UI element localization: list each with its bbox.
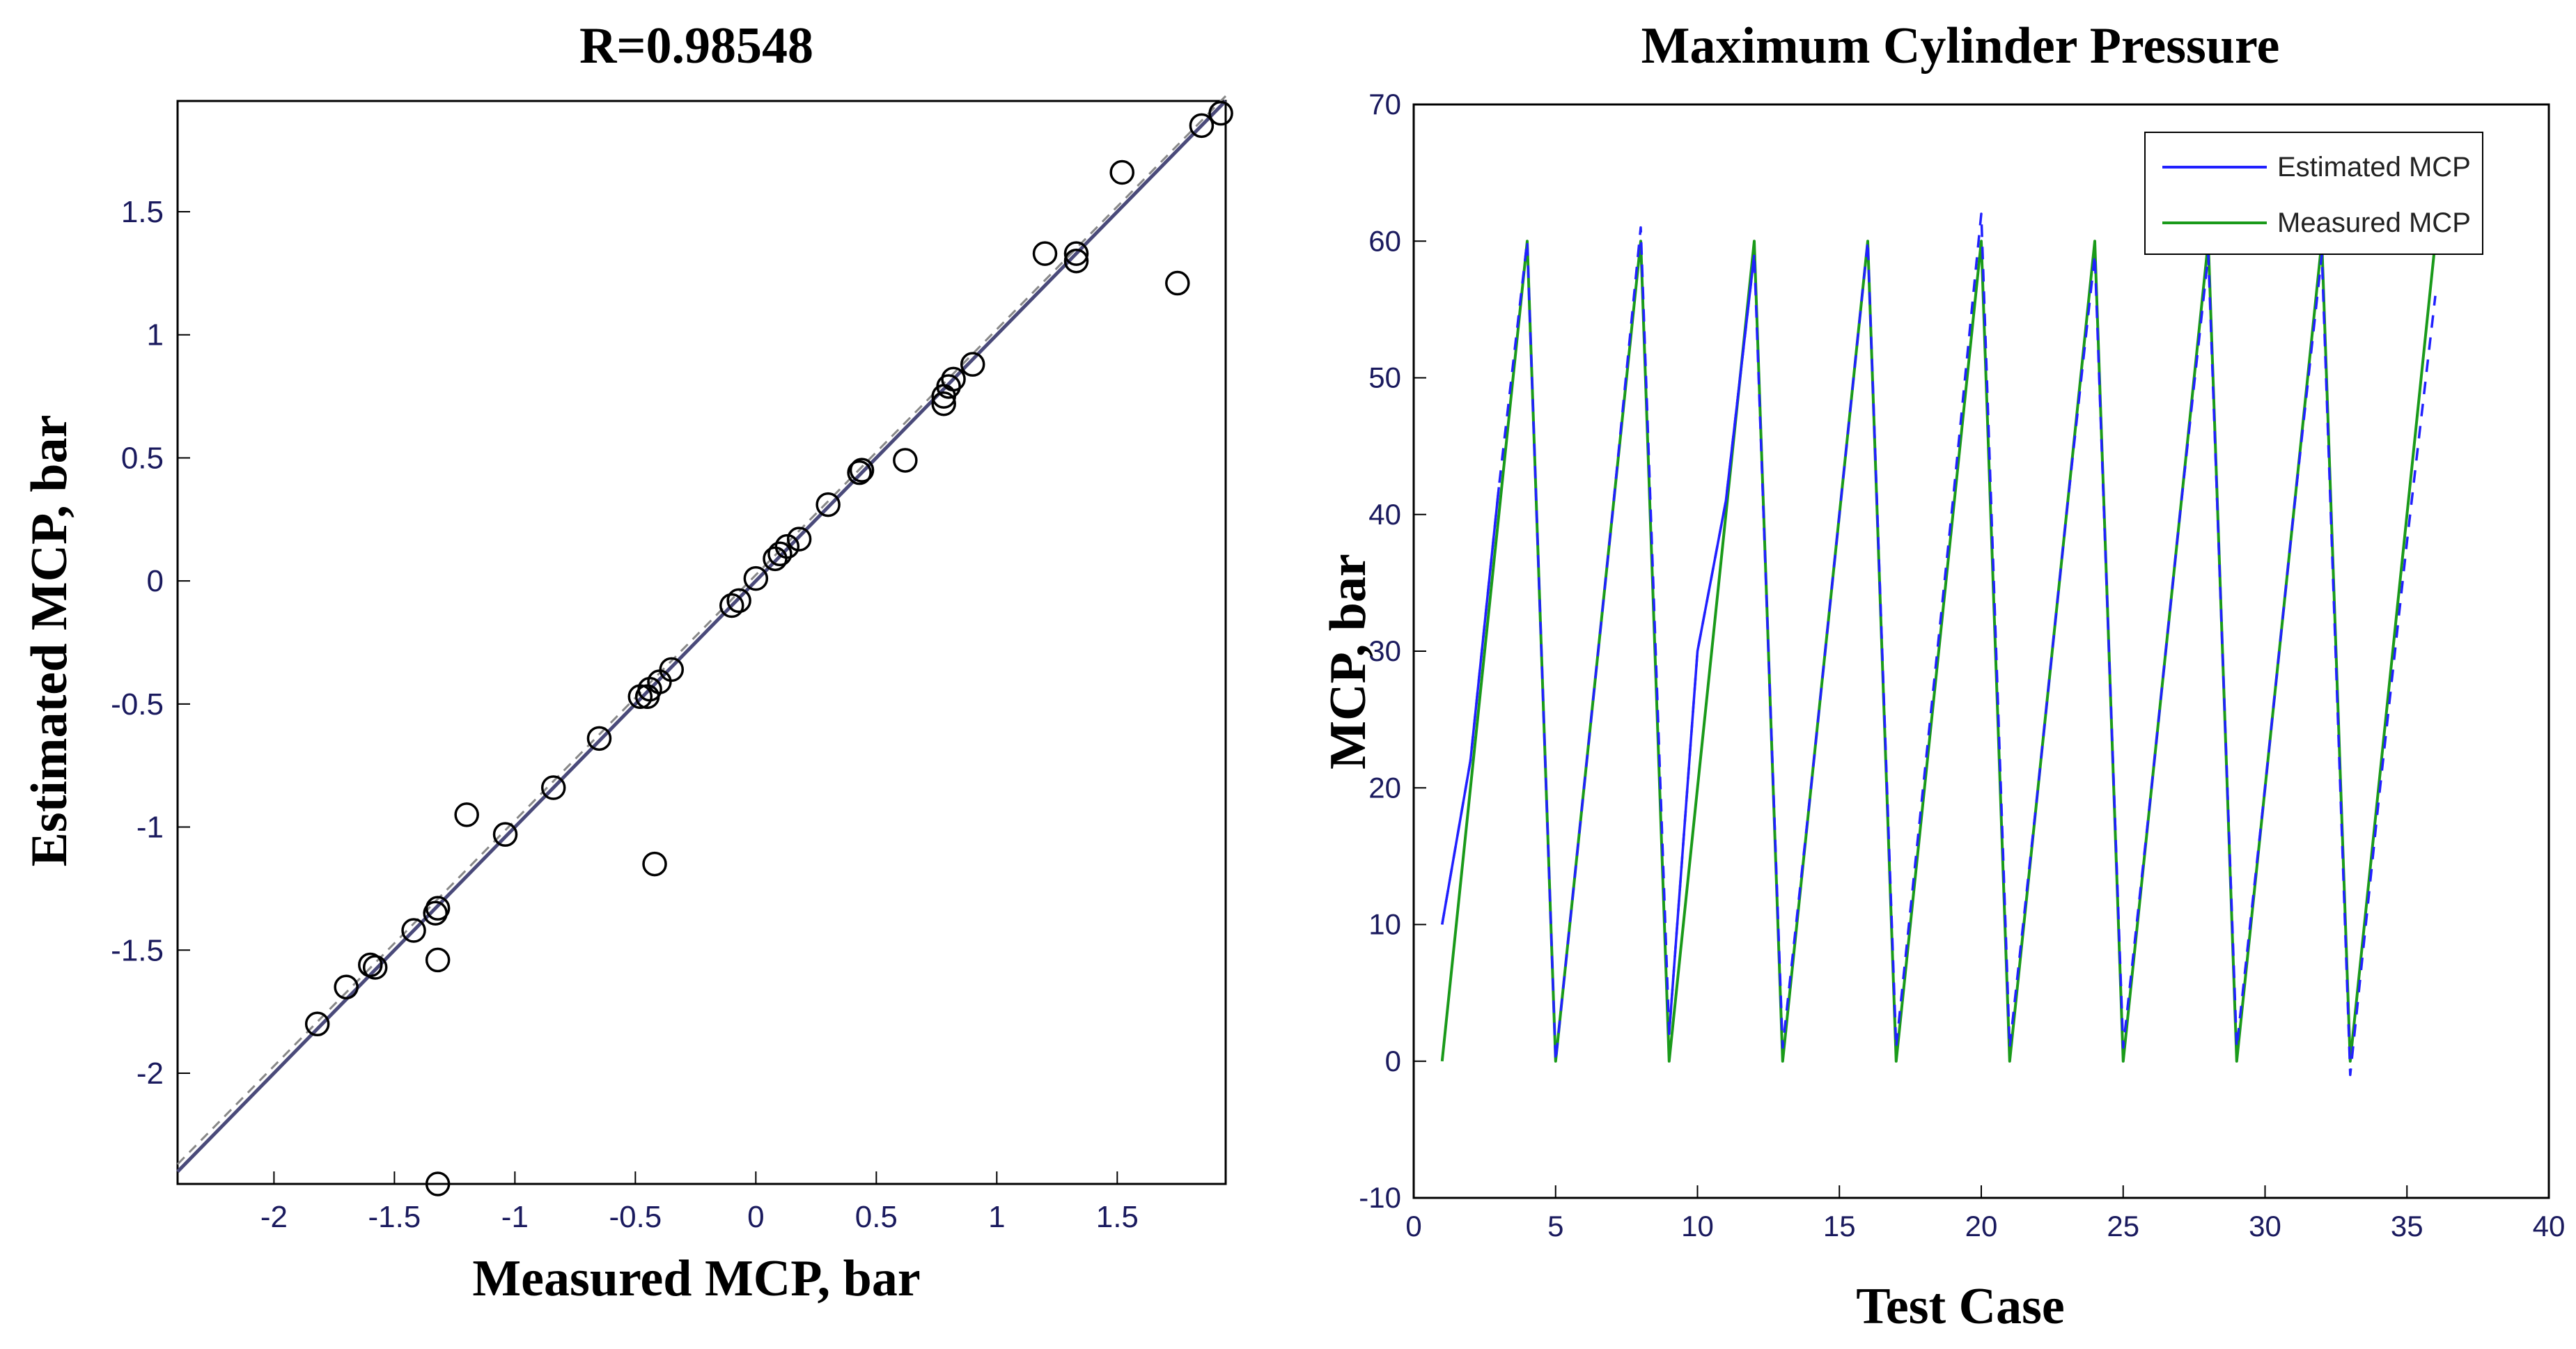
data-point [786, 527, 812, 552]
right-xtick-label: 40 [2533, 1210, 2566, 1242]
right-xtick-label: 10 [1681, 1210, 1714, 1242]
right-series-lines [1440, 212, 2437, 1077]
data-point [540, 775, 566, 800]
left-ticks: -2 -1.5 -1 -0.5 0 0.5 1 1.5 -2 -1.5 -1 -0.5 0 0.5 1 1.5 [111, 195, 1139, 1234]
left-xtick-label: 1.5 [1096, 1200, 1139, 1234]
series-line-estimated-segment [1441, 487, 1501, 925]
data-point [763, 546, 788, 572]
data-point [1109, 159, 1134, 185]
data-point [1063, 241, 1089, 266]
right-ytick-label: 50 [1368, 361, 1401, 394]
left-xtick-label: -2 [260, 1200, 288, 1234]
right-ytick-label: 60 [1368, 224, 1401, 257]
data-point [358, 952, 383, 978]
series-line-estimated [1441, 212, 2437, 1077]
right-ytick-label: -10 [1359, 1181, 1401, 1214]
left-data-points [304, 100, 1233, 1196]
data-point [931, 391, 956, 416]
right-ytick-label: 40 [1368, 498, 1401, 531]
fit-line [176, 100, 1227, 1173]
data-point [960, 352, 985, 377]
legend-label-estimated: Estimated MCP [2277, 152, 2471, 182]
regression-scatter-chart: R=0.98548 Measured MCP, bar Estimated MC… [21, 17, 1233, 1307]
right-ytick-label: 10 [1368, 908, 1401, 941]
data-point [719, 593, 744, 618]
right-ytick-label: 20 [1368, 771, 1401, 804]
data-point [1063, 248, 1089, 274]
right-ytick-label: 30 [1368, 634, 1401, 667]
right-chart-title: Maximum Cylinder Pressure [1641, 17, 2280, 75]
right-chart-xlabel: Test Case [1856, 1278, 2064, 1335]
data-point [931, 384, 956, 409]
data-point [815, 492, 841, 517]
left-xtick-label: 0 [747, 1200, 764, 1234]
data-point [726, 588, 751, 614]
right-xtick-label: 35 [2391, 1210, 2423, 1242]
left-ytick-label: -1.5 [111, 933, 164, 967]
right-chart-ylabel: MCP, bar [1320, 554, 1377, 770]
left-xtick-label: -0.5 [609, 1200, 662, 1234]
legend: Estimated MCP Measured MCP [2144, 132, 2483, 255]
data-point [586, 726, 612, 751]
left-ytick-label: 0.5 [121, 441, 164, 475]
left-xtick-label: 0.5 [855, 1200, 898, 1234]
left-ytick-label: 1.5 [121, 195, 164, 229]
left-fit-lines [176, 95, 1227, 1173]
left-chart-ylabel: Estimated MCP, bar [21, 415, 78, 867]
right-xtick-label: 15 [1823, 1210, 1856, 1242]
legend-label-measured: Measured MCP [2277, 208, 2471, 238]
data-point [893, 448, 918, 473]
data-point [847, 460, 872, 485]
data-point [627, 684, 653, 709]
data-point [1165, 270, 1190, 296]
data-point [454, 802, 479, 827]
data-point [849, 458, 875, 483]
data-point [492, 822, 518, 847]
mcp-line-chart: Maximum Cylinder Pressure Test Case MCP,… [1320, 17, 2565, 1335]
data-point [743, 566, 769, 591]
right-xtick-label: 0 [1405, 1210, 1421, 1242]
legend-box [2144, 132, 2483, 255]
series-line-estimated-segment [1668, 254, 1756, 1034]
left-ytick-label: 0 [147, 564, 164, 598]
data-point [423, 900, 448, 926]
right-xtick-label: 30 [2249, 1210, 2281, 1242]
data-point [362, 955, 388, 980]
left-xtick-label: 1 [988, 1200, 1005, 1234]
data-point [304, 1011, 330, 1037]
left-ytick-label: -0.5 [111, 687, 164, 722]
right-xtick-label: 5 [1547, 1210, 1563, 1242]
right-ytick-label: 0 [1385, 1045, 1401, 1077]
left-xtick-label: -1.5 [368, 1200, 421, 1234]
data-point [425, 1171, 451, 1196]
data-point [1189, 113, 1215, 139]
data-point [634, 684, 660, 709]
data-point [642, 851, 667, 877]
data-point [1208, 100, 1233, 126]
left-ytick-label: 1 [147, 318, 164, 352]
right-ytick-label: 70 [1368, 88, 1401, 120]
left-chart-xlabel: Measured MCP, bar [472, 1250, 920, 1307]
data-point [425, 947, 451, 973]
left-xtick-label: -1 [501, 1200, 529, 1234]
left-ytick-label: -1 [136, 811, 164, 845]
data-point [1032, 241, 1058, 266]
data-point [767, 541, 793, 567]
right-xtick-label: 25 [2107, 1210, 2139, 1242]
right-xtick-label: 20 [1965, 1210, 1998, 1242]
data-point [401, 918, 426, 943]
data-point [334, 974, 359, 1000]
left-chart-title: R=0.98548 [579, 17, 813, 75]
right-plot-frame [1412, 103, 2550, 1199]
left-ytick-label: -2 [136, 1056, 164, 1091]
